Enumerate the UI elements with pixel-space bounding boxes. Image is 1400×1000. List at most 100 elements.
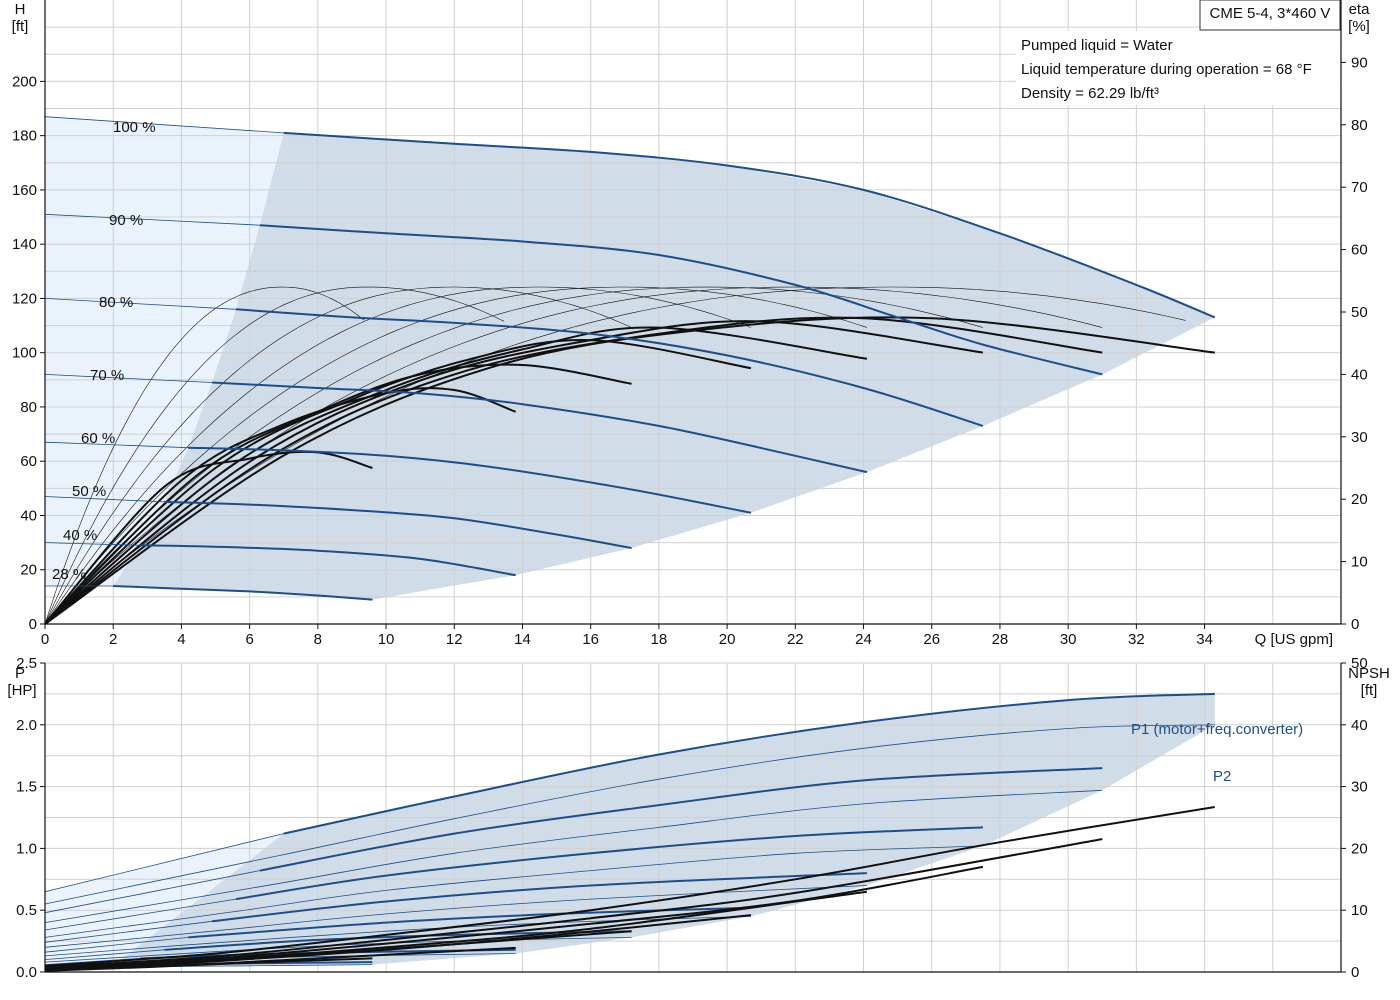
p1-label: P1 (motor+freq.converter) — [1131, 721, 1303, 738]
efficiency-curve — [44, 387, 517, 625]
y-left-tick-label: 80 — [20, 399, 37, 416]
y-right-tick-label: 0 — [1351, 616, 1359, 633]
bottom-y-right-tick-label: 0 — [1351, 964, 1359, 981]
speed-label-100: 100 % — [113, 119, 156, 136]
head-curve-extension — [44, 116, 284, 134]
y-left-tick-label: 0 — [29, 616, 37, 633]
head-curve — [188, 446, 752, 514]
iso-efficiency-line — [44, 286, 632, 625]
bottom-npsh-curves — [44, 806, 1215, 972]
p1-curve-extension — [44, 937, 189, 953]
y-left-tick-label: 160 — [12, 182, 37, 199]
x-tick-label: 14 — [514, 631, 531, 648]
top-tick-labels: 0 2 4 6 8 10 12 14 16 18 20 22 24 26 28 30 32 34020406080… — [12, 54, 1368, 648]
y-right-tick-label: 80 — [1351, 117, 1368, 134]
npsh-curve — [44, 930, 632, 971]
p1-curve — [259, 767, 1103, 872]
bottom-tick-labels: 0.0 0.5 1.0 1.5 2.0 2.5 0 10 20 30 40 50 — [16, 655, 1368, 981]
bottom-y-left-tick-label: 2.0 — [16, 717, 37, 734]
p1-curve-extension — [44, 920, 213, 943]
x-tick-label: 8 — [314, 631, 322, 648]
head-curve — [140, 544, 516, 577]
x-tick-label: 22 — [787, 631, 804, 648]
bottom-y-right-tick-label: 50 — [1351, 655, 1368, 672]
top-efficiency-curves — [44, 316, 1215, 625]
y-left-tick-label: 200 — [12, 73, 37, 90]
model-label-box — [1199, 0, 1341, 31]
top-y-left-title-1: H — [15, 1, 26, 18]
bottom-y-left-tick-label: 0.5 — [16, 902, 37, 919]
iso-efficiency-line — [44, 286, 1186, 625]
iso-efficiency-line — [44, 286, 505, 625]
p1-curve-extension — [44, 870, 260, 914]
x-tick-label: 30 — [1060, 631, 1077, 648]
top-y-right-title-1: eta — [1349, 1, 1371, 18]
info-line-density: Density = 62.29 lb/ft³ — [1021, 85, 1159, 102]
head-curve-extension — [44, 374, 213, 383]
y-left-tick-label: 100 — [12, 345, 37, 362]
y-left-tick-label: 180 — [12, 128, 37, 145]
top-head-curves — [44, 116, 1216, 601]
efficiency-curve — [44, 363, 632, 625]
head-curve — [235, 308, 984, 427]
bottom-y-right-tick-label: 30 — [1351, 779, 1368, 796]
speed-label-50: 50 % — [72, 483, 106, 500]
iso-efficiency-line — [44, 286, 867, 625]
head-curve — [283, 131, 1216, 319]
speed-label-90: 90 % — [109, 212, 143, 229]
head-curve-extension — [44, 441, 189, 449]
x-tick-label: 2 — [109, 631, 117, 648]
info-line-liquid: Pumped liquid = Water — [1021, 37, 1173, 54]
bottom-region-dark — [113, 693, 1215, 966]
bottom-y-right-tick-label: 10 — [1351, 902, 1368, 919]
x-tick-label: 28 — [992, 631, 1009, 648]
x-tick-label: 18 — [651, 631, 668, 648]
y-right-tick-label: 70 — [1351, 179, 1368, 196]
y-left-tick-label: 140 — [12, 236, 37, 253]
speed-label-80: 80 % — [99, 294, 133, 311]
x-tick-label: 16 — [582, 631, 599, 648]
npsh-curve — [44, 838, 1103, 969]
top-region-light — [45, 116, 284, 587]
head-curve-extension — [44, 496, 165, 503]
head-curve — [113, 585, 373, 601]
head-curve-extension — [44, 298, 237, 310]
npsh-curve — [44, 806, 1215, 967]
efficiency-curve — [44, 316, 1103, 625]
p1-curve-extension — [44, 949, 165, 960]
p1-curve — [211, 872, 867, 923]
speed-label-28: 28 % — [52, 566, 86, 583]
y-right-tick-label: 60 — [1351, 242, 1368, 259]
bottom-y-left-tick-label: 0.0 — [16, 964, 37, 981]
bottom-y-right-tick-label: 40 — [1351, 717, 1368, 734]
p1-curve-extension — [44, 898, 237, 931]
info-box-bg — [1016, 31, 1340, 105]
bottom-axes — [44, 663, 1342, 973]
p1-curve-extension — [44, 833, 284, 893]
speed-label-40: 40 % — [63, 527, 97, 544]
p2-curve — [44, 845, 983, 938]
p1-curve — [283, 692, 1215, 835]
bottom-y-left-tick-label: 1.5 — [16, 779, 37, 796]
iso-efficiency-line — [44, 286, 752, 625]
speed-label-60: 60 % — [81, 430, 115, 447]
x-tick-label: 34 — [1196, 631, 1213, 648]
model-label: CME 5-4, 3*460 V — [1210, 5, 1331, 22]
efficiency-curve — [44, 450, 373, 625]
npsh-curve — [44, 890, 868, 970]
x-tick-label: 12 — [446, 631, 463, 648]
x-tick-label: 6 — [245, 631, 253, 648]
x-tick-label: 26 — [923, 631, 940, 648]
x-tick-label: 32 — [1128, 631, 1145, 648]
x-tick-label: 4 — [177, 631, 185, 648]
p2-curve — [44, 724, 1215, 905]
y-right-tick-label: 20 — [1351, 491, 1368, 508]
npsh-curve — [44, 957, 373, 972]
iso-efficiency-line — [44, 286, 365, 625]
info-line-temperature: Liquid temperature during operation = 68… — [1021, 61, 1312, 78]
x-tick-label: 20 — [719, 631, 736, 648]
top-operating-region — [45, 116, 1215, 600]
top-region-dark — [113, 132, 1215, 600]
head-curve-extension — [44, 542, 141, 546]
